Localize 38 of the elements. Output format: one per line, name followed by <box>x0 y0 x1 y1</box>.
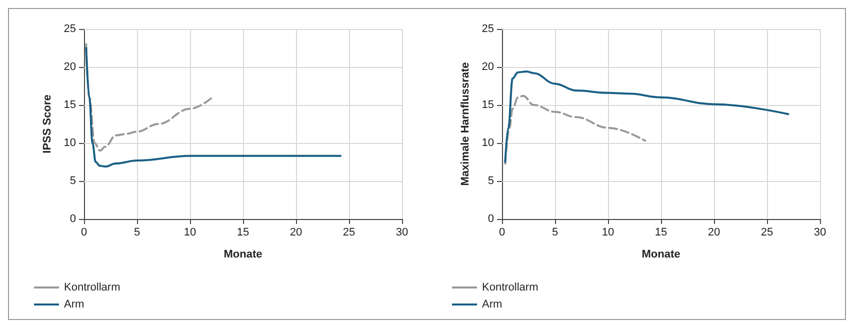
x-tick-label: 25 <box>760 226 774 238</box>
y-tick-label: 10 <box>64 137 76 149</box>
x-tick-label: 0 <box>80 226 88 238</box>
x-tick-label: 15 <box>236 226 250 238</box>
x-axis-title: Monate <box>224 248 262 260</box>
legend-label: Kontrollarm <box>64 282 120 294</box>
line-series <box>85 43 214 152</box>
y-tick-label: 25 <box>482 23 494 35</box>
y-tick-label: 0 <box>70 213 76 225</box>
x-tick-label: 30 <box>814 226 826 238</box>
y-axis-title: Maximale Harnflussrate <box>459 62 472 186</box>
y-tick-label: 15 <box>64 99 76 111</box>
y-tick-label: 5 <box>488 175 494 187</box>
x-axis-title: Monate <box>642 248 680 260</box>
legend-label: Arm <box>482 298 502 310</box>
y-tick-label: 20 <box>64 61 76 73</box>
legend-label: Kontrollarm <box>482 282 538 294</box>
y-tick-label: 20 <box>482 61 494 73</box>
x-tick-label: 5 <box>134 226 140 238</box>
y-axis-title: IPSS Score <box>41 94 54 154</box>
x-tick-label: 5 <box>552 226 558 238</box>
y-tick-label: 0 <box>488 213 494 225</box>
line-series <box>504 70 790 163</box>
x-tick-label: 0 <box>498 226 506 238</box>
x-tick-label: 20 <box>708 226 720 238</box>
x-tick-label: 25 <box>342 226 356 238</box>
x-tick-label: 15 <box>654 226 668 238</box>
y-tick-label: 25 <box>64 23 76 35</box>
line-series <box>85 47 342 168</box>
y-tick-label: 5 <box>70 175 76 187</box>
legend-label: Arm <box>64 298 84 310</box>
line-series <box>504 94 646 165</box>
y-tick-label: 10 <box>482 137 494 149</box>
x-tick-label: 30 <box>396 226 408 238</box>
x-tick-label: 20 <box>290 226 302 238</box>
y-tick-label: 15 <box>482 99 494 111</box>
x-tick-label: 10 <box>602 226 614 238</box>
x-tick-label: 10 <box>184 226 196 238</box>
